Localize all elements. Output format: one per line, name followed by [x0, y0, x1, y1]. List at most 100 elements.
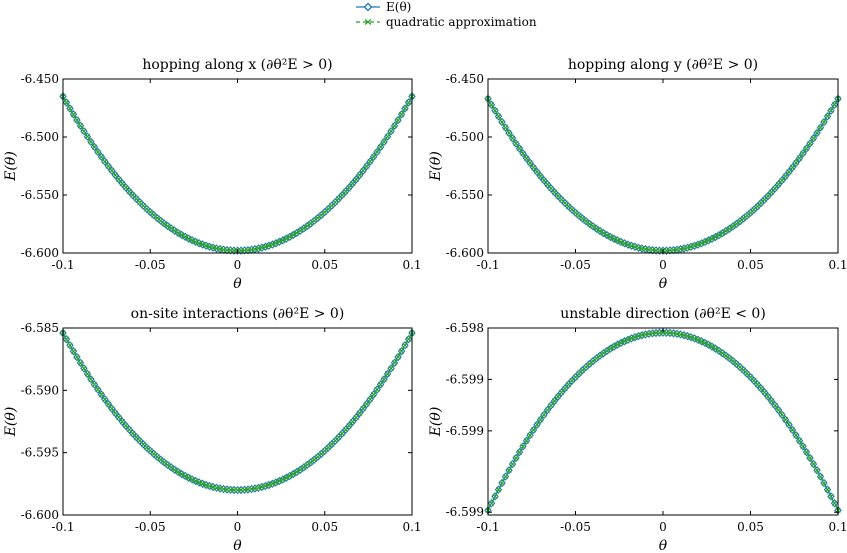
axes-frame: [62, 78, 413, 254]
y-tick-label: -6.550: [21, 188, 59, 202]
data-point-quadratic: [91, 381, 98, 388]
data-point-quadratic: [712, 345, 719, 352]
data-point-quadratic: [356, 172, 363, 178]
data-point-quadratic: [276, 478, 283, 484]
data-point-quadratic: [772, 402, 778, 409]
data-point-quadratic: [395, 117, 401, 123]
legend: E(θ)quadratic approximation: [356, 0, 537, 29]
data-point-quadratic: [363, 401, 370, 407]
data-point-quadratic: [67, 342, 73, 349]
data-point-quadratic: [502, 124, 509, 131]
data-point-quadratic: [765, 393, 771, 400]
data-point-quadratic: [828, 107, 834, 114]
data-point-quadratic: [824, 486, 831, 493]
data-point-quadratic: [168, 464, 174, 471]
chart-title: on-site interactions (∂θ²E > 0): [131, 306, 345, 322]
data-point-quadratic: [367, 396, 373, 403]
data-point-quadratic: [297, 227, 304, 234]
x-tick-label: -0.05: [135, 520, 166, 534]
data-point-quadratic: [786, 422, 792, 428]
data-point-quadratic: [509, 461, 516, 467]
data-point-quadratic: [77, 122, 84, 129]
data-point-quadratic: [63, 336, 70, 342]
x-tick-label: -0.05: [135, 258, 166, 272]
y-axis-label: E(θ): [3, 407, 19, 438]
data-point-quadratic: [192, 478, 199, 484]
x-axis-label: θ: [233, 276, 242, 292]
data-point-quadratic: [534, 422, 540, 428]
data-point-quadratic: [95, 386, 101, 393]
data-point-quadratic: [695, 337, 701, 343]
data-point-quadratic: [768, 398, 775, 404]
data-point-quadratic: [161, 220, 167, 227]
x-tick-label: -0.1: [476, 258, 499, 272]
data-point-quadratic: [269, 241, 276, 248]
data-point-quadratic: [709, 343, 715, 350]
data-point-quadratic: [492, 493, 498, 500]
data-point-quadratic: [604, 348, 610, 354]
data-point-quadratic: [611, 236, 617, 242]
x-tick-label: 0.1: [402, 258, 421, 272]
data-point-quadratic: [824, 113, 831, 120]
y-tick-label: -6.599: [446, 424, 484, 438]
data-point-quadratic: [502, 473, 509, 480]
y-tick-label: -6.600: [21, 246, 59, 260]
data-point-quadratic: [817, 124, 824, 131]
data-point-quadratic: [628, 335, 635, 342]
data-point-quadratic: [712, 234, 719, 240]
data-point-quadratic: [506, 467, 512, 473]
data-point-quadratic: [593, 355, 600, 362]
data-point-quadratic: [171, 466, 178, 473]
data-point-quadratic: [506, 130, 512, 136]
data-point-quadratic: [702, 239, 708, 245]
data-point-quadratic: [719, 230, 726, 236]
data-point-quadratic: [168, 225, 174, 232]
data-point-quadratic: [807, 455, 813, 461]
x-tick-label: 0.1: [828, 258, 847, 272]
data-point-quadratic: [388, 365, 394, 372]
x-tick-label: 0: [234, 520, 242, 534]
data-point-quadratic: [691, 335, 698, 342]
data-point-quadratic: [611, 343, 617, 350]
data-point-quadratic: [405, 336, 412, 342]
data-point-quadratic: [488, 102, 495, 108]
data-point-quadratic: [304, 223, 311, 229]
data-point-quadratic: [384, 371, 391, 377]
data-point-quadratic: [67, 105, 73, 112]
data-point-quadratic: [199, 481, 206, 487]
data-point-quadratic: [384, 133, 391, 140]
chart-title: unstable direction (∂θ²E < 0): [560, 306, 766, 322]
data-point-quadratic: [377, 144, 384, 150]
data-point-quadratic: [544, 407, 551, 413]
data-point-quadratic: [109, 167, 115, 174]
data-point-quadratic: [283, 235, 290, 242]
plot-area: [484, 94, 842, 255]
data-point-quadratic: [395, 354, 401, 360]
data-point-quadratic: [761, 389, 768, 396]
data-point-quadratic: [779, 177, 785, 184]
data-point-quadratic: [527, 160, 533, 166]
data-point-quadratic: [821, 480, 827, 486]
legend-label: quadratic approximation: [386, 15, 537, 29]
data-point-quadratic: [287, 473, 293, 479]
data-point-quadratic: [294, 469, 300, 475]
x-tick-label: -0.05: [560, 258, 591, 272]
data-point-quadratic: [301, 225, 307, 232]
data-point-quadratic: [600, 350, 607, 356]
y-tick-label: -6.599: [446, 505, 484, 519]
data-point-quadratic: [716, 232, 722, 238]
data-point-quadratic: [360, 405, 366, 412]
x-tick-label: 0.1: [828, 520, 847, 534]
data-point-quadratic: [705, 341, 712, 348]
data-point-quadratic: [499, 480, 505, 486]
data-point-quadratic: [492, 107, 498, 114]
y-tick-label: -6.500: [21, 130, 59, 144]
data-point-quadratic: [730, 223, 736, 230]
data-point-quadratic: [817, 473, 824, 480]
data-point-quadratic: [273, 240, 279, 246]
data-point-quadratic: [530, 427, 537, 433]
data-point-quadratic: [405, 99, 412, 106]
data-point-quadratic: [353, 176, 359, 183]
x-tick-label: 0.05: [737, 520, 764, 534]
